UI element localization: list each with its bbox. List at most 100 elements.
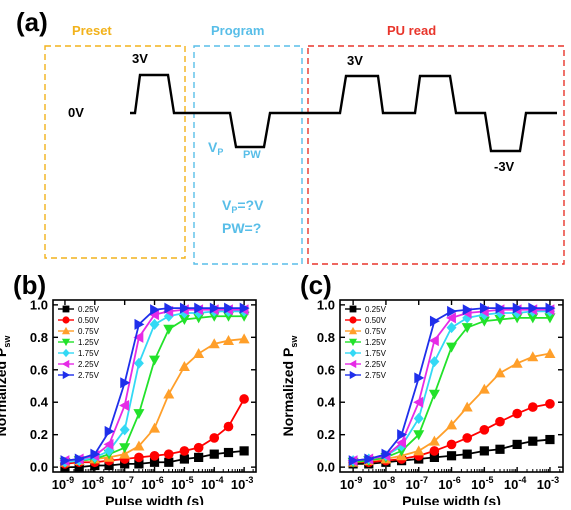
data-point — [103, 438, 114, 450]
pw-label: PW — [243, 149, 261, 161]
data-point — [194, 452, 204, 462]
y-tick-label: 0.6 — [317, 362, 335, 377]
data-point — [495, 302, 506, 314]
x-tick-label: 10-5 — [171, 475, 193, 492]
read-negative-label: -3V — [494, 159, 515, 174]
legend-entry: 2.25V — [365, 360, 387, 369]
data-point — [149, 422, 161, 433]
legend-marker — [348, 359, 357, 369]
data-point — [348, 455, 359, 467]
legend-marker — [349, 370, 358, 380]
data-point — [462, 449, 472, 459]
data-point — [381, 448, 392, 460]
legend-marker — [62, 316, 70, 324]
x-tick-label: 10-7 — [111, 475, 133, 492]
panel-label: (c) — [300, 270, 332, 300]
data-point — [178, 361, 190, 371]
zero-volt-label: 0V — [68, 105, 84, 120]
data-point — [446, 342, 458, 353]
series-2.75V — [60, 302, 250, 467]
legend-entry: 0.25V — [78, 305, 100, 314]
pw-question-label: PW=? — [222, 220, 261, 236]
legend-entry: 1.75V — [78, 349, 100, 358]
panel-a-waveform: (a) Preset Program PU read 0V 3V 3V -3V … — [16, 7, 565, 265]
data-point — [224, 302, 235, 314]
data-point — [133, 409, 145, 420]
legend-entry: 1.25V — [78, 338, 100, 347]
data-point — [512, 439, 522, 450]
data-point — [193, 442, 204, 453]
data-point — [545, 399, 555, 409]
y-axis-label: Normalized Psw — [280, 335, 299, 437]
data-point — [133, 331, 144, 343]
data-point — [512, 302, 523, 314]
data-point — [462, 304, 473, 316]
data-point — [511, 357, 523, 368]
legend-marker — [348, 338, 358, 347]
data-point — [90, 448, 101, 460]
legend-entry: 2.25V — [78, 360, 100, 369]
data-point — [194, 302, 205, 314]
preset-box — [44, 45, 186, 259]
data-point — [164, 457, 174, 467]
x-tick-label: 10-3 — [537, 475, 559, 492]
y-tick-label: 0.0 — [317, 460, 335, 475]
y-tick-label: 0.2 — [30, 427, 48, 442]
data-point — [414, 372, 425, 384]
data-point — [163, 388, 175, 399]
program-box — [193, 45, 303, 265]
x-tick-label: 10-4 — [504, 475, 526, 492]
legend-marker — [62, 348, 70, 358]
data-point — [150, 304, 161, 316]
data-point — [149, 318, 160, 330]
data-point — [222, 335, 235, 345]
y-tick-label: 0.8 — [30, 330, 48, 345]
x-tick-label: 10-9 — [340, 475, 362, 492]
legend: 0.25V 0.50V 0.75V 1.25V 1.75V 2.25V 2.75V — [345, 305, 387, 380]
data-point — [179, 454, 189, 464]
data-point — [133, 440, 145, 451]
legend-marker — [349, 348, 357, 358]
data-point — [396, 437, 406, 449]
data-point — [428, 335, 439, 347]
data-point — [364, 453, 375, 465]
legend-marker — [348, 326, 358, 335]
data-point — [494, 315, 506, 325]
data-point — [494, 367, 506, 378]
legend-marker — [349, 305, 357, 313]
data-point — [495, 416, 505, 427]
data-point — [429, 446, 440, 456]
data-point — [209, 433, 220, 443]
data-point — [120, 377, 131, 389]
data-point — [397, 429, 408, 441]
x-tick-label: 10-6 — [438, 475, 460, 492]
data-point — [527, 351, 539, 362]
legend-entry: 0.75V — [365, 327, 387, 336]
data-point — [208, 338, 220, 349]
x-tick-label: 10-9 — [52, 475, 74, 492]
data-point — [528, 436, 538, 446]
data-point — [544, 313, 556, 324]
legend-marker — [61, 326, 71, 335]
preset-pulse-label: 3V — [132, 51, 148, 66]
data-point — [74, 453, 85, 465]
legend-entry: 2.75V — [78, 371, 100, 380]
panel-a-label: (a) — [16, 7, 48, 37]
chart-b: (b) 0.0 0.2 0.4 0.6 0.8 1.0 10-9 10-8 10-7 10-6 10-… — [0, 270, 257, 509]
read-pulse-label: 3V — [347, 53, 363, 68]
data-point — [446, 419, 458, 430]
x-tick-label: 10-8 — [82, 475, 104, 492]
data-point — [429, 452, 439, 462]
legend-entry: 0.75V — [78, 327, 100, 336]
data-point — [239, 302, 250, 314]
legend-entry: 1.25V — [365, 338, 387, 347]
data-point — [462, 433, 473, 443]
voltage-waveform — [130, 73, 557, 153]
y-tick-label: 0.2 — [317, 427, 335, 442]
data-point — [479, 424, 490, 435]
data-point — [119, 448, 131, 459]
x-tick-label: 10-7 — [405, 475, 427, 492]
y-tick-label: 1.0 — [30, 297, 48, 312]
x-tick-label: 10-5 — [471, 475, 493, 492]
